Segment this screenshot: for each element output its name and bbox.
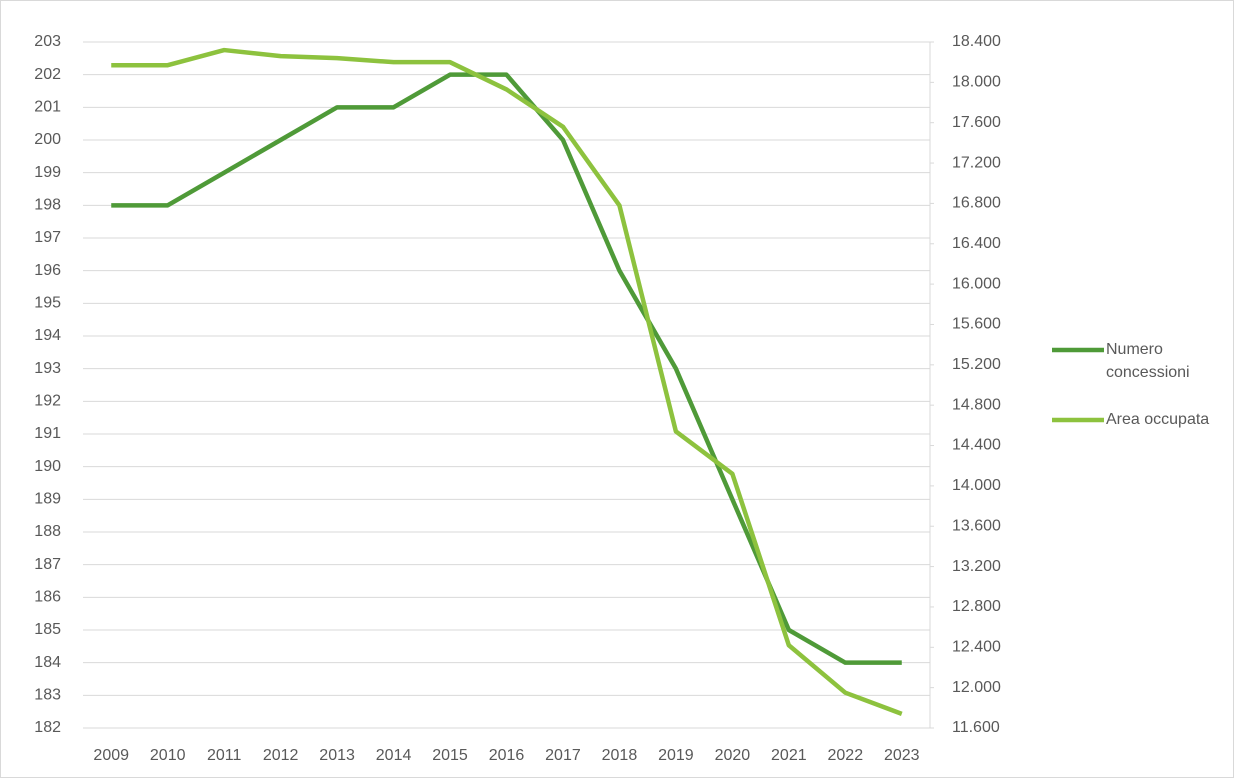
x-tick-label: 2010 [150, 747, 186, 764]
y-tick-label: 184 [34, 654, 61, 671]
y2-tick-label: 17.200 [952, 154, 1001, 171]
x-tick-label: 2018 [602, 747, 638, 764]
x-tick-label: 2014 [376, 747, 412, 764]
y-tick-label: 193 [34, 360, 61, 377]
y2-tick-label: 18.000 [952, 74, 1001, 91]
y2-tick-label: 11.600 [952, 719, 1000, 736]
y-tick-label: 203 [34, 33, 61, 50]
y2-tick-label: 14.800 [952, 396, 1001, 413]
y-tick-label: 191 [34, 425, 61, 442]
y2-tick-label: 13.200 [952, 558, 1001, 575]
x-tick-label: 2019 [658, 747, 694, 764]
x-tick-label: 2021 [771, 747, 807, 764]
x-tick-label: 2012 [263, 747, 299, 764]
x-tick-label: 2015 [432, 747, 468, 764]
y-tick-label: 197 [34, 229, 61, 246]
y2-tick-label: 12.800 [952, 598, 1001, 615]
y-tick-label: 185 [34, 621, 61, 638]
y-tick-label: 202 [34, 66, 61, 83]
y-tick-label: 182 [34, 719, 61, 736]
y2-tick-label: 13.600 [952, 517, 1001, 534]
y-tick-label: 192 [34, 393, 61, 410]
x-tick-label: 2016 [489, 747, 525, 764]
y-tick-label: 183 [34, 687, 61, 704]
y-tick-label: 189 [34, 491, 61, 508]
y2-tick-label: 15.200 [952, 356, 1001, 373]
x-tick-label: 2013 [319, 747, 355, 764]
y-tick-label: 196 [34, 262, 61, 279]
y-tick-label: 200 [34, 131, 61, 148]
y-tick-label: 187 [34, 556, 61, 573]
y-tick-label: 199 [34, 164, 61, 181]
x-tick-label: 2023 [884, 747, 920, 764]
y2-tick-label: 14.000 [952, 477, 1001, 494]
x-tick-label: 2017 [545, 747, 581, 764]
y-tick-label: 194 [34, 327, 61, 344]
y2-tick-label: 14.400 [952, 437, 1001, 454]
y2-tick-label: 15.600 [952, 316, 1001, 333]
legend-label: Numero concessioni [1106, 341, 1190, 381]
y2-tick-label: 12.400 [952, 639, 1001, 656]
y-tick-label: 190 [34, 458, 61, 475]
series-line [111, 47, 903, 716]
y-tick-label: 188 [34, 523, 61, 540]
x-tick-label: 2020 [715, 747, 751, 764]
y2-tick-label: 16.400 [952, 235, 1001, 252]
x-tick-label: 2022 [828, 747, 864, 764]
y-tick-label: 201 [34, 99, 61, 116]
y2-tick-label: 18.400 [952, 33, 1001, 50]
y-tick-label: 195 [34, 295, 61, 312]
legend-label: Area occupata [1106, 411, 1210, 428]
y2-tick-label: 16.800 [952, 195, 1001, 212]
y2-tick-label: 16.000 [952, 275, 1001, 292]
y-tick-label: 186 [34, 589, 61, 606]
x-tick-label: 2009 [93, 747, 129, 764]
y2-tick-label: 17.600 [952, 114, 1001, 131]
y-tick-label: 198 [34, 197, 61, 214]
x-tick-label: 2011 [207, 747, 242, 764]
y2-tick-label: 12.000 [952, 679, 1001, 696]
